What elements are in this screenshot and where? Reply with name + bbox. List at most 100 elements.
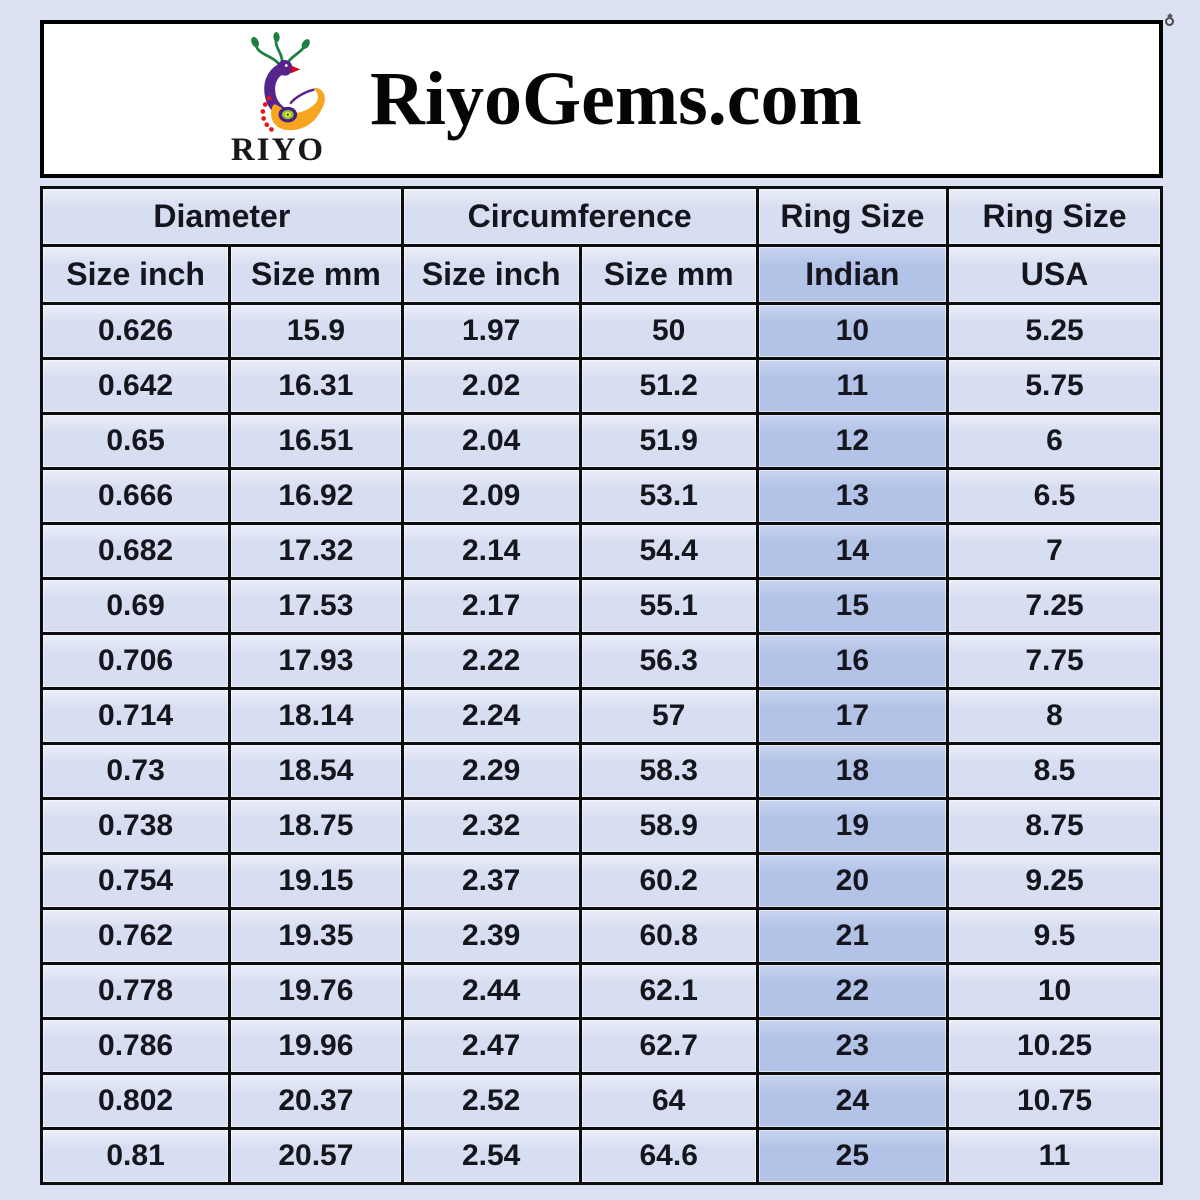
table-cell: 7.25	[946, 577, 1163, 635]
table-cell: 7.75	[946, 632, 1163, 690]
table-cell: 5.25	[946, 302, 1163, 360]
logo-brand-text: RIYO	[230, 131, 326, 168]
table-cell: 54.4	[578, 522, 759, 580]
table-cell: 58.3	[578, 742, 759, 800]
table-cell: 64	[578, 1072, 759, 1130]
table-cell: 19	[755, 797, 950, 855]
ring-size-table: Diameter Circumference Ring Size Ring Si…	[39, 186, 1163, 1185]
table-cell: 9.5	[946, 907, 1163, 965]
table-cell: 2.29	[400, 742, 582, 800]
table-cell: 62.7	[578, 1017, 759, 1075]
table-cell: 64.6	[578, 1127, 759, 1185]
table-cell: 18	[755, 742, 950, 800]
table-cell: 17.32	[228, 522, 404, 580]
table-body: 0.626 15.9 1.97 50 10 5.25 0.642 16.31 2.02 51.2 1…	[39, 302, 1163, 1185]
table-cell: 12	[755, 412, 950, 470]
table-cell: 0.626	[39, 302, 232, 360]
table-cell: 0.802	[39, 1072, 232, 1130]
col-header-circumference-mm: Size mm	[578, 244, 759, 305]
table-cell: 0.706	[39, 632, 232, 690]
table-cell: 2.37	[400, 852, 582, 910]
table-cell: 55.1	[578, 577, 759, 635]
table-cell: 19.15	[228, 852, 404, 910]
table-cell: 19.96	[228, 1017, 404, 1075]
col-header-diameter-inch: Size inch	[39, 244, 232, 305]
group-header-diameter: Diameter	[40, 186, 404, 247]
table-cell: 6	[946, 412, 1163, 470]
table-row: 0.81 20.57 2.54 64.6 25 11	[39, 1127, 1163, 1185]
table-cell: 0.762	[39, 907, 232, 965]
table-cell: 2.24	[400, 687, 582, 745]
table-cell: 2.39	[400, 907, 582, 965]
table-row: 0.682 17.32 2.14 54.4 14 7	[39, 522, 1163, 580]
page-title: RiyoGems.com	[370, 57, 862, 141]
table-cell: 16	[755, 632, 950, 690]
table-cell: 13	[755, 467, 950, 525]
table-cell: 15	[755, 577, 950, 635]
table-cell: 20.37	[228, 1072, 404, 1130]
table-cell: 15.9	[228, 302, 404, 360]
table-cell: 0.81	[39, 1127, 232, 1185]
table-cell: 10	[946, 962, 1163, 1020]
table-row: 0.714 18.14 2.24 57 17 8	[39, 687, 1163, 745]
table-cell: 2.02	[400, 357, 582, 415]
table-cell: 11	[755, 357, 950, 415]
table-cell: 9.25	[946, 852, 1163, 910]
table-cell: 51.9	[578, 412, 759, 470]
table-cell: 23	[755, 1017, 950, 1075]
table-cell: 2.04	[400, 412, 582, 470]
table-cell: 57	[578, 687, 759, 745]
table-cell: 0.778	[39, 962, 232, 1020]
table-cell: 10	[755, 302, 950, 360]
table-cell: 18.54	[228, 742, 404, 800]
table-cell: 0.666	[39, 467, 232, 525]
col-header-indian: Indian	[755, 244, 950, 305]
table-cell: 17	[755, 687, 950, 745]
table-cell: 18.75	[228, 797, 404, 855]
table-cell: 19.76	[228, 962, 404, 1020]
table-row: 0.706 17.93 2.22 56.3 16 7.75	[39, 632, 1163, 690]
table-cell: 50	[578, 302, 759, 360]
table-cell: 2.14	[400, 522, 582, 580]
table-cell: 5.75	[946, 357, 1163, 415]
table-cell: 11	[946, 1127, 1163, 1185]
header-band: RIYO RiyoGems.com	[40, 17, 1174, 178]
table-row: 0.762 19.35 2.39 60.8 21 9.5	[39, 907, 1163, 965]
table-cell: 10.25	[946, 1017, 1163, 1075]
table-cell: 51.2	[578, 357, 759, 415]
table-cell: 2.47	[400, 1017, 582, 1075]
table-cell: 2.52	[400, 1072, 582, 1130]
table-cell: 0.73	[39, 742, 232, 800]
table-cell: 56.3	[578, 632, 759, 690]
table-cell: 0.65	[39, 412, 232, 470]
table-cell: 53.1	[578, 467, 759, 525]
table-cell: 17.53	[228, 577, 404, 635]
peacock-logo-icon	[250, 31, 325, 132]
table-cell: 62.1	[578, 962, 759, 1020]
table-row: 0.642 16.31 2.02 51.2 11 5.75	[39, 357, 1163, 415]
table-row: 0.802 20.37 2.52 64 24 10.75	[39, 1072, 1163, 1130]
table-cell: 60.8	[578, 907, 759, 965]
table-row: 0.626 15.9 1.97 50 10 5.25	[39, 302, 1163, 360]
table-cell: 2.44	[400, 962, 582, 1020]
group-header-ring-size-indian: Ring Size	[755, 186, 950, 247]
ring-registered-icon	[1165, 17, 1174, 26]
table-cell: 0.642	[39, 357, 232, 415]
table-cell: 2.17	[400, 577, 582, 635]
table-row: 0.69 17.53 2.17 55.1 15 7.25	[39, 577, 1163, 635]
table-cell: 14	[755, 522, 950, 580]
table-row: 0.778 19.76 2.44 62.1 22 10	[39, 962, 1163, 1020]
table-cell: 0.754	[39, 852, 232, 910]
col-header-circumference-inch: Size inch	[400, 244, 582, 305]
group-header-ring-size-usa: Ring Size	[946, 186, 1163, 247]
table-cell: 10.75	[946, 1072, 1163, 1130]
table-cell: 2.54	[400, 1127, 582, 1185]
table-cell: 16.92	[228, 467, 404, 525]
table-cell: 0.786	[39, 1017, 232, 1075]
col-header-usa: USA	[946, 244, 1163, 305]
group-header-row: Diameter Circumference Ring Size Ring Si…	[40, 186, 1163, 247]
table-cell: 21	[755, 907, 950, 965]
table-cell: 16.51	[228, 412, 404, 470]
table-cell: 2.09	[400, 467, 582, 525]
table-row: 0.738 18.75 2.32 58.9 19 8.75	[39, 797, 1163, 855]
